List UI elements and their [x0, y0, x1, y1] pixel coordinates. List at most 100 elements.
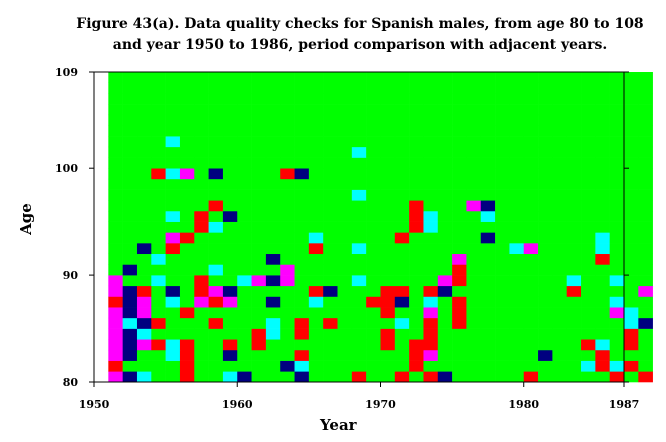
heatmap-cell [265, 360, 281, 372]
heatmap-cell [366, 114, 381, 126]
heatmap-cell [151, 125, 166, 137]
heatmap-cell [538, 307, 553, 319]
heatmap-cell [409, 93, 424, 105]
heatmap-cell [437, 349, 453, 361]
heatmap-cell [294, 264, 310, 276]
heatmap-cell [495, 189, 510, 201]
chart-title: Figure 43(a). Data quality checks for Sp… [76, 16, 644, 53]
heatmap-cell [179, 157, 195, 169]
heatmap-cell [294, 168, 310, 180]
heatmap-cell [452, 307, 467, 319]
heatmap-cell [308, 339, 324, 351]
heatmap-cell [609, 157, 625, 169]
heatmap-cell [466, 328, 482, 340]
heatmap-cell [638, 157, 653, 169]
heatmap-cell [222, 168, 238, 180]
heatmap-cell [509, 232, 525, 244]
heatmap-cell [294, 275, 310, 287]
heatmap-cell [638, 253, 653, 265]
heatmap-cell [251, 349, 267, 361]
heatmap-cell [323, 360, 338, 372]
heatmap-cell [624, 125, 639, 137]
heatmap-cell [222, 253, 238, 265]
heatmap-cell [351, 125, 367, 137]
heatmap-cell [208, 360, 224, 372]
heatmap-cell [452, 114, 467, 126]
heatmap-cell [179, 243, 195, 255]
heatmap-cell [581, 82, 596, 94]
heatmap-cell [437, 168, 453, 180]
heatmap-cell [208, 168, 224, 180]
heatmap-cell [122, 200, 138, 212]
heatmap-cell [294, 82, 310, 94]
heatmap-cell [194, 221, 209, 233]
heatmap-cell [609, 307, 625, 319]
heatmap-cell [265, 339, 281, 351]
heatmap-cell [466, 360, 482, 372]
heatmap-cell [595, 221, 610, 233]
heatmap-cell [409, 210, 424, 222]
heatmap-cell [581, 307, 596, 319]
heatmap-cell [495, 253, 510, 265]
heatmap-cell [294, 349, 310, 361]
heatmap-cell [609, 136, 625, 148]
heatmap-cell [108, 307, 123, 319]
heatmap-cell [136, 72, 152, 83]
heatmap-cell [308, 157, 324, 169]
heatmap-cell [337, 221, 353, 233]
heatmap-cell [394, 104, 410, 116]
heatmap-cell [595, 349, 610, 361]
heatmap-cell [437, 178, 453, 190]
heatmap-cell [552, 221, 567, 233]
heatmap-cell [308, 285, 324, 297]
heatmap-cell [437, 328, 453, 340]
heatmap-cell [538, 371, 553, 383]
heatmap-cell [394, 371, 410, 383]
heatmap-cell [122, 189, 138, 201]
heatmap-cell [351, 82, 367, 94]
heatmap-cell [251, 210, 267, 222]
heatmap-cell [566, 125, 582, 137]
heatmap-cell [380, 243, 396, 255]
heatmap-cell [509, 221, 525, 233]
heatmap-cell [437, 243, 453, 255]
heatmap-cell [638, 210, 653, 222]
heatmap-cell [151, 200, 166, 212]
heatmap-cell [480, 72, 496, 83]
heatmap-cell [351, 243, 367, 255]
heatmap-cell [538, 221, 553, 233]
heatmap-cell [265, 264, 281, 276]
heatmap-cell [394, 243, 410, 255]
heatmap-cell [323, 371, 338, 383]
heatmap-cell [323, 125, 338, 137]
heatmap-cell [265, 296, 281, 308]
heatmap-cell [423, 221, 439, 233]
heatmap-cell [466, 136, 482, 148]
heatmap-cell [538, 93, 553, 105]
heatmap-cell [194, 253, 209, 265]
heatmap-cell [480, 82, 496, 94]
heatmap-cell [108, 360, 123, 372]
heatmap-cell [480, 189, 496, 201]
x-tick-label: 1987 [609, 398, 640, 411]
heatmap-cell [237, 93, 252, 105]
heatmap-cell [624, 82, 639, 94]
heatmap-cell [480, 157, 496, 169]
heatmap-cell [409, 296, 424, 308]
heatmap-cell [466, 307, 482, 319]
heatmap-cell [480, 349, 496, 361]
heatmap-cell [194, 168, 209, 180]
heatmap-cell [280, 178, 295, 190]
heatmap-cell [595, 232, 610, 244]
heatmap-cell [351, 178, 367, 190]
heatmap-cell [237, 371, 252, 383]
heatmap-cell [366, 189, 381, 201]
heatmap-cell [366, 371, 381, 383]
heatmap-cell [409, 371, 424, 383]
heatmap-cell [581, 221, 596, 233]
heatmap-cell [638, 168, 653, 180]
heatmap-cell [251, 253, 267, 265]
heatmap-cell [452, 317, 467, 329]
heatmap-cell [237, 296, 252, 308]
heatmap-cell [452, 264, 467, 276]
